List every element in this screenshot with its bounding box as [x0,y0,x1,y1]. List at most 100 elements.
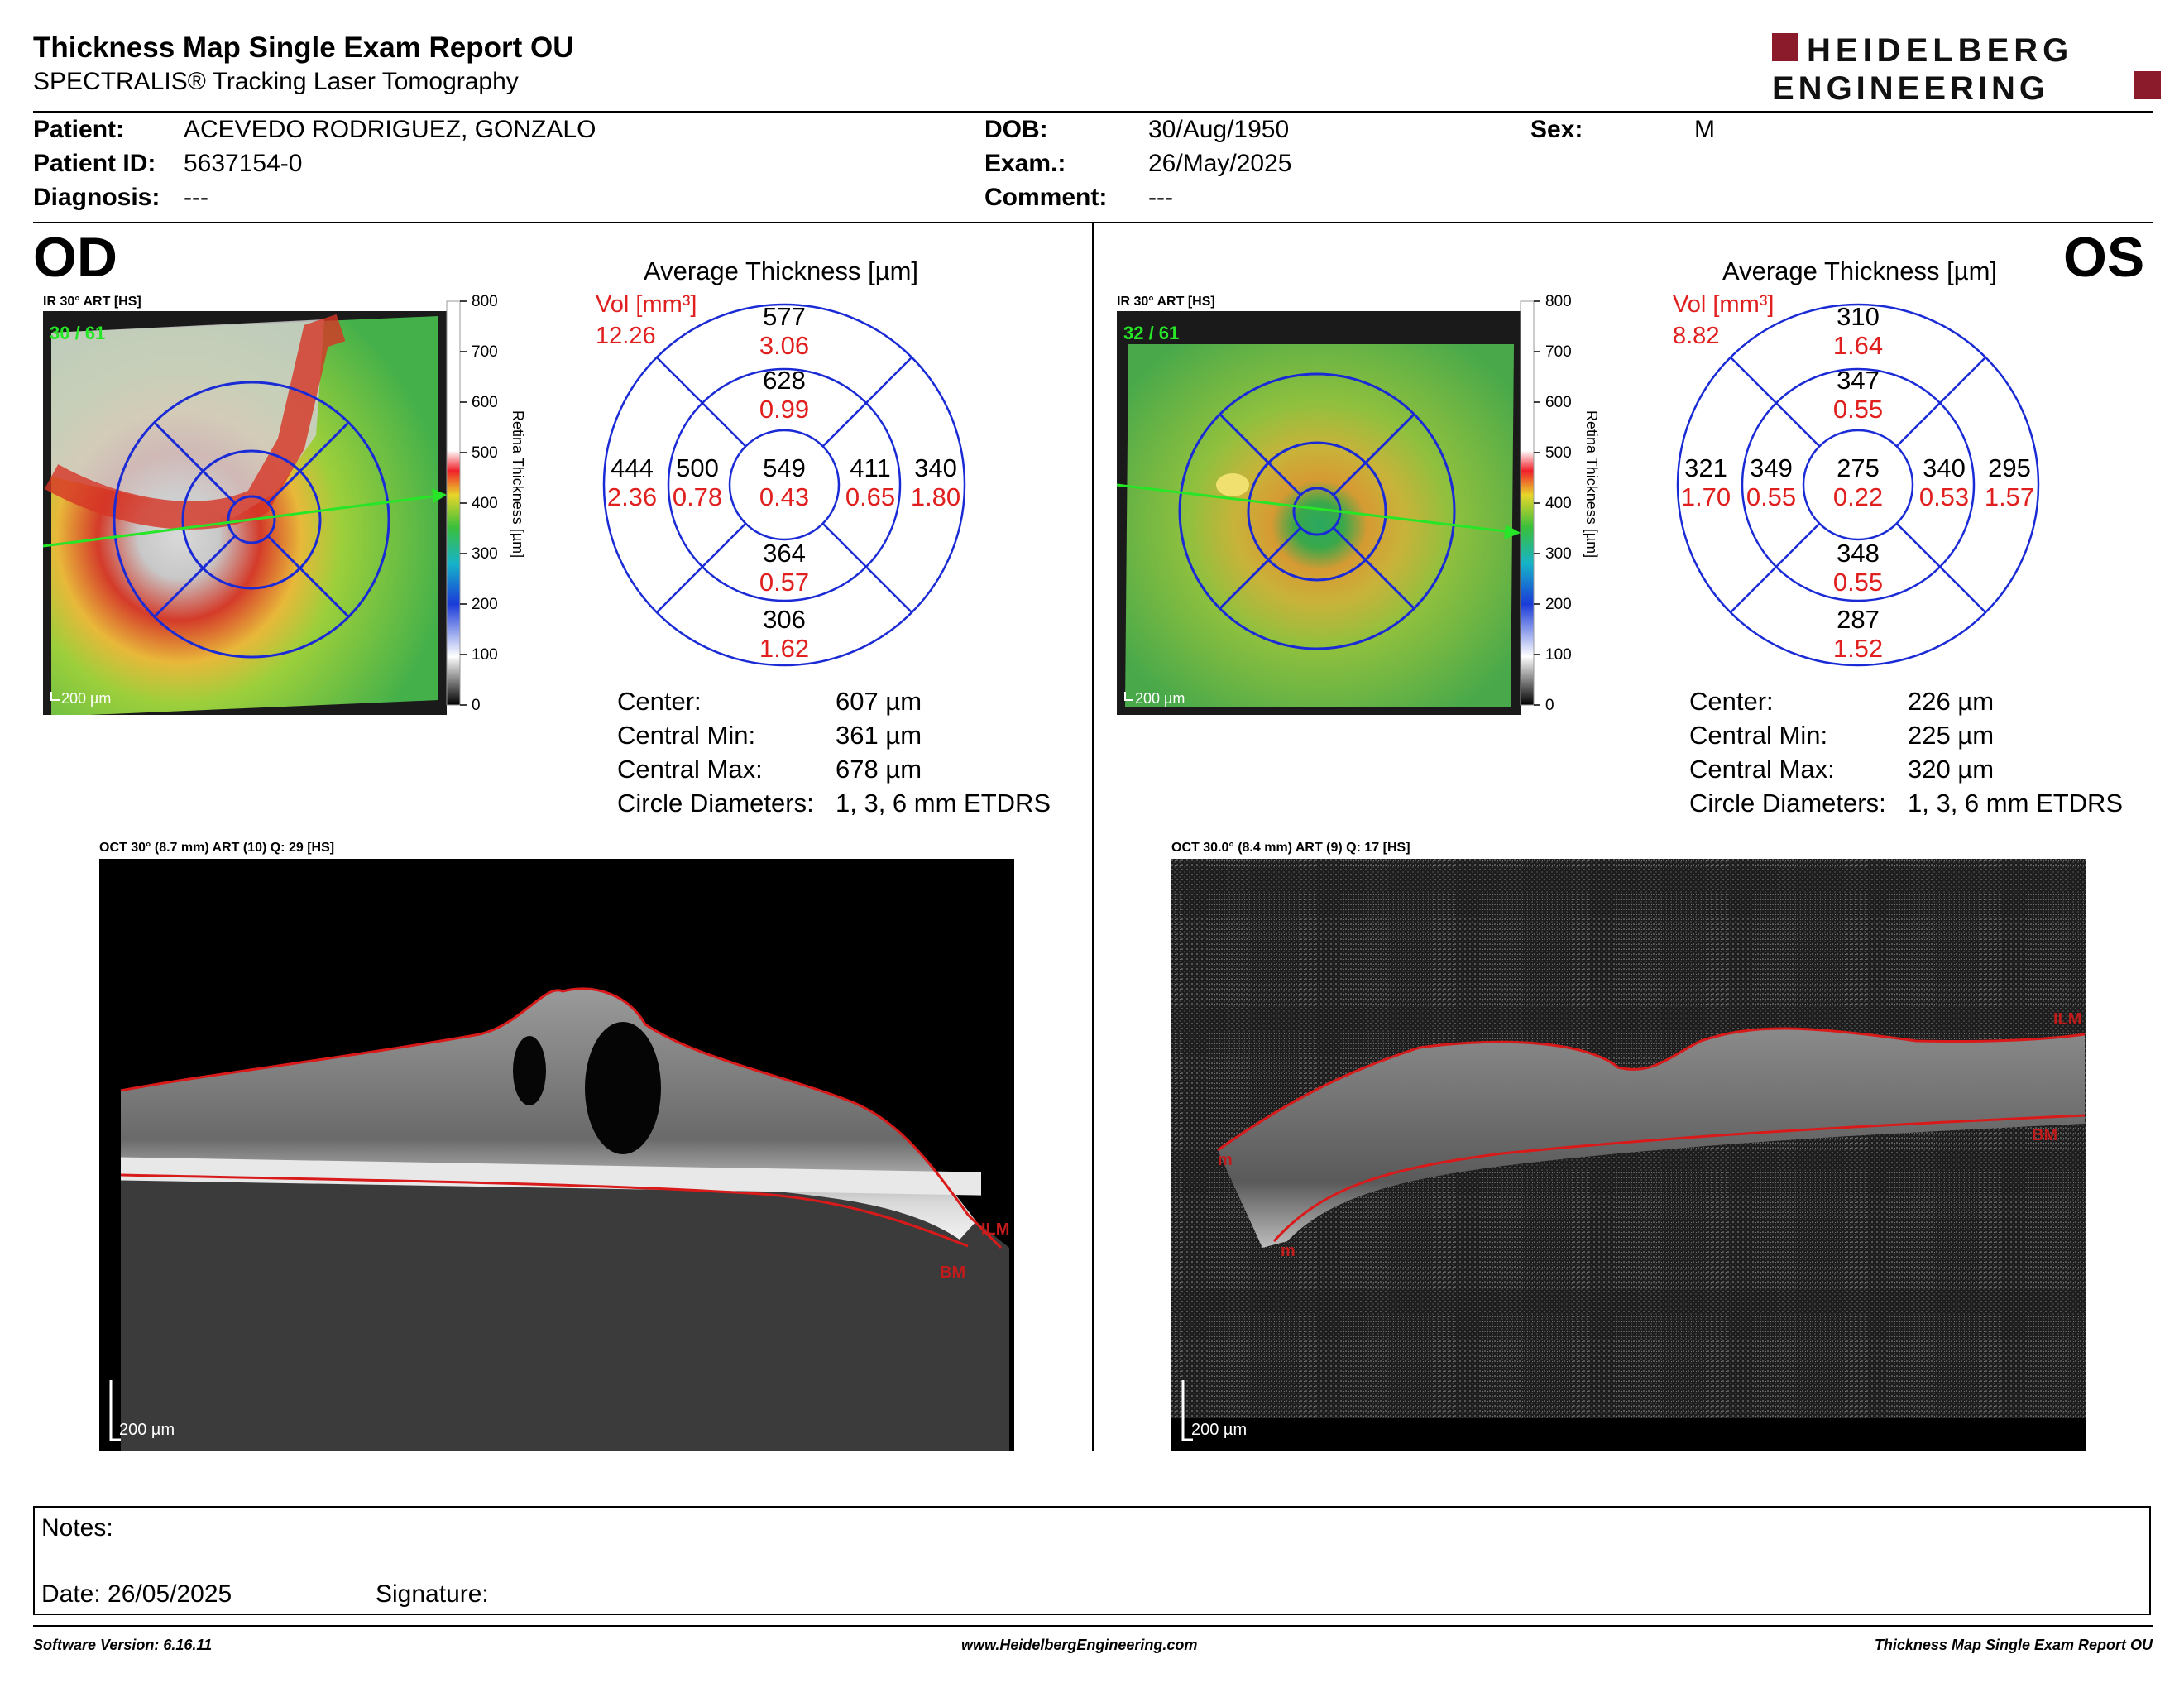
os-vol-total: 8.82 [1673,323,1720,349]
colorbar-tick-label: 500 [472,444,498,462]
os-inner-sup-thickness: 347 [1837,366,1880,395]
od-circle-diam-label: Circle Diameters: [617,789,814,818]
od-oct-scale: 200 µm [119,1421,175,1439]
os-center-value: 226 µm [1908,687,1995,716]
report-subtitle: SPECTRALIS® Tracking Laser Tomography [33,68,519,95]
os-m-lower-label: m [1281,1242,1296,1260]
os-inner-right-volume: 0.53 [1919,482,1969,511]
colorbar-tick-label: 200 [1545,596,1572,613]
od-outer-right-volume: 1.80 [911,482,960,511]
od-fundus-map: 30 / 61 200 µm [43,311,447,715]
os-center-volume: 0.22 [1833,482,1883,511]
colorbar-tick-label: 600 [472,394,498,411]
od-outer-sup-volume: 3.06 [759,331,809,360]
os-center-label: Center: [1689,687,1774,716]
footer-report-name: Thickness Map Single Exam Report OU [1874,1637,2153,1653]
patient-label: Patient: [33,116,125,143]
colorbar-tick-label: 400 [472,495,498,512]
sex-label: Sex: [1530,116,1583,143]
os-central-max-label: Central Max: [1689,755,1835,784]
os-ilm-label: ILM [2053,1010,2081,1029]
notes-label: Notes: [41,1514,113,1542]
notes-box[interactable]: Notes: Date: 26/05/2025 Signature: [33,1506,2151,1615]
od-inner-sup-volume: 0.99 [759,395,809,424]
os-outer-right-volume: 1.57 [1985,482,2034,511]
os-central-min-label: Central Min: [1689,721,1828,750]
svg-text:ENGINEERING: ENGINEERING [1772,70,2049,103]
od-ilm-label: ILM [981,1220,1009,1239]
colorbar-tick-label: 800 [472,295,498,310]
colorbar-tick-label: 300 [472,545,498,563]
od-circle-diam-value: 1, 3, 6 mm ETDRS [836,789,1051,818]
os-inner-left-thickness: 349 [1750,453,1793,482]
os-bm-label: BM [2032,1126,2057,1144]
patient-id-value: 5637154-0 [184,150,303,177]
footer-website-link[interactable]: www.HeidelbergEngineering.com [961,1637,1198,1653]
os-outer-left-volume: 1.70 [1681,482,1731,511]
os-center-thickness: 275 [1837,453,1880,482]
os-fundus-scale: 200 µm [1135,690,1185,707]
od-inner-sup-thickness: 628 [763,366,806,395]
dob-value: 30/Aug/1950 [1148,116,1290,143]
heidelberg-logo: HEIDELBERG ENGINEERING [1772,32,2161,103]
od-central-max-value: 678 µm [836,755,922,784]
dob-label: DOB: [984,116,1048,143]
notes-date: Date: 26/05/2025 [41,1580,232,1608]
od-inner-right-thickness: 411 [850,453,890,482]
os-inner-inf-volume: 0.55 [1833,568,1883,597]
od-oct-bscan: ILM BM 200 µm [99,859,1014,1451]
os-colorbar-title: Retina Thickness [µm] [1583,410,1600,558]
colorbar-tick-label: 500 [1545,444,1572,462]
notes-signature: Signature: [376,1580,489,1608]
diagnosis-label: Diagnosis: [33,184,160,211]
os-outer-left-thickness: 321 [1684,453,1727,482]
eye-divider [1092,223,1094,1451]
od-colorbar: 800 700 600 500 400 300 200 100 0 Retina Thickne… [446,295,526,714]
os-oct-scale: 200 µm [1191,1421,1247,1439]
od-outer-right-thickness: 340 [914,453,957,482]
os-fundus-map: 32 / 61 200 µm [1117,311,1521,715]
exam-value: 26/May/2025 [1148,150,1292,177]
od-center-label: Center: [617,687,702,716]
colorbar-tick-label: 300 [1545,545,1572,563]
comment-label: Comment: [984,184,1108,211]
colorbar-tick-label: 600 [1545,394,1572,411]
os-outer-right-thickness: 295 [1988,453,2031,482]
od-inner-left-thickness: 500 [676,453,719,482]
colorbar-tick-label: 800 [1545,295,1572,310]
od-central-min-value: 361 µm [836,721,922,750]
os-colorbar: 800 700 600 500 400 300 200 100 0 Retina Thickne… [1520,295,1600,714]
os-eye-label: OS [2063,226,2145,289]
os-etdrs-grid: 310 1.64 347 0.55 321 1.70 349 0.55 275 … [1676,302,2040,667]
os-outer-sup-thickness: 310 [1837,302,1880,331]
od-ir-label: IR 30° ART [HS] [43,295,141,309]
colorbar-tick-label: 400 [1545,495,1572,512]
os-inner-inf-thickness: 348 [1837,539,1880,568]
os-outer-inf-volume: 1.52 [1833,634,1883,663]
od-inner-right-volume: 0.65 [845,482,895,511]
sex-value: M [1694,116,1715,143]
footer-software-version: Software Version: 6.16.11 [33,1637,213,1653]
colorbar-tick-label: 0 [472,697,481,714]
od-outer-left-volume: 2.36 [607,482,657,511]
od-etdrs-grid: 577 3.06 628 0.99 444 2.36 500 0.78 549 … [602,302,966,667]
od-outer-inf-thickness: 306 [763,605,806,634]
report-title: Thickness Map Single Exam Report OU [33,31,574,64]
od-bm-label: BM [940,1264,965,1282]
od-center-thickness: 549 [763,453,806,482]
od-outer-left-thickness: 444 [611,453,654,482]
os-frame-count: 32 / 61 [1123,323,1179,343]
diagnosis-value: --- [184,184,208,211]
od-outer-inf-volume: 1.62 [759,634,809,663]
exam-label: Exam.: [984,150,1066,177]
od-avg-title: Average Thickness [µm] [644,257,919,285]
os-oct-label: OCT 30.0° (8.4 mm) ART (9) Q: 17 [HS] [1171,841,1410,855]
od-central-max-label: Central Max: [617,755,763,784]
os-circle-diam-value: 1, 3, 6 mm ETDRS [1908,789,2124,818]
colorbar-tick-label: 700 [1545,343,1572,361]
os-vol-label: Vol [mm³] [1673,291,1774,318]
colorbar-tick-label: 0 [1545,697,1554,714]
od-vol-label: Vol [mm³] [596,291,697,318]
os-circle-diam-label: Circle Diameters: [1689,789,1886,818]
colorbar-tick-label: 100 [1545,646,1572,664]
